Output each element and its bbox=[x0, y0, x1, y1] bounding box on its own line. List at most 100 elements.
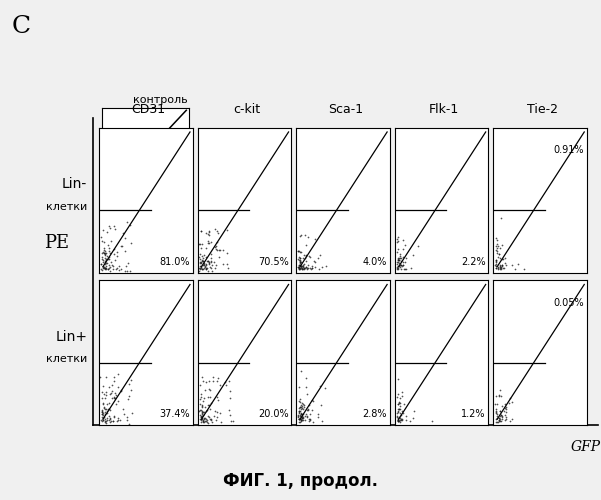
Point bbox=[297, 404, 307, 412]
Point bbox=[198, 416, 207, 424]
Point bbox=[200, 252, 209, 260]
Point bbox=[197, 263, 206, 271]
Point bbox=[394, 405, 404, 413]
Point bbox=[299, 402, 309, 409]
Point bbox=[296, 254, 305, 262]
Point bbox=[198, 418, 207, 426]
Point bbox=[206, 258, 216, 266]
Point bbox=[296, 408, 306, 416]
Point bbox=[197, 414, 206, 422]
Text: CD31: CD31 bbox=[132, 103, 165, 116]
Point bbox=[198, 265, 208, 273]
Point bbox=[102, 408, 112, 416]
Point bbox=[105, 416, 115, 424]
Point bbox=[126, 238, 136, 246]
Point bbox=[197, 252, 207, 260]
Point bbox=[205, 414, 215, 422]
Point bbox=[108, 381, 117, 389]
Text: 37.4%: 37.4% bbox=[159, 409, 190, 419]
Point bbox=[126, 376, 136, 384]
Point bbox=[196, 416, 206, 424]
Point bbox=[124, 420, 134, 428]
Point bbox=[394, 259, 403, 267]
Point bbox=[204, 377, 214, 385]
Point bbox=[103, 188, 112, 196]
Point bbox=[103, 185, 112, 193]
Point bbox=[198, 376, 207, 384]
Point bbox=[102, 400, 112, 408]
Point bbox=[104, 400, 114, 407]
Point bbox=[214, 253, 224, 261]
Point bbox=[296, 410, 306, 418]
Point bbox=[400, 258, 410, 266]
Point bbox=[295, 264, 305, 272]
Text: Lin-: Lin- bbox=[62, 177, 87, 191]
Text: Sca-1: Sca-1 bbox=[328, 103, 363, 116]
Point bbox=[216, 408, 225, 416]
Point bbox=[502, 404, 511, 411]
Point bbox=[100, 417, 109, 425]
Point bbox=[126, 221, 135, 229]
Point bbox=[293, 412, 303, 420]
Point bbox=[299, 261, 308, 269]
Point bbox=[106, 224, 115, 232]
Point bbox=[195, 394, 204, 402]
Point bbox=[97, 407, 106, 415]
Point bbox=[395, 398, 404, 406]
Point bbox=[297, 416, 307, 424]
Point bbox=[296, 231, 306, 239]
Point bbox=[392, 234, 402, 242]
Point bbox=[208, 373, 218, 381]
Point bbox=[221, 381, 231, 389]
Point bbox=[302, 412, 312, 420]
Point bbox=[296, 416, 306, 424]
Point bbox=[497, 415, 507, 423]
Point bbox=[299, 264, 309, 272]
Point bbox=[195, 264, 205, 272]
Point bbox=[107, 388, 117, 396]
Point bbox=[507, 398, 516, 406]
Point bbox=[301, 241, 311, 249]
Point bbox=[100, 187, 109, 195]
Point bbox=[97, 253, 106, 261]
Text: GFP: GFP bbox=[571, 440, 601, 454]
Point bbox=[100, 194, 109, 202]
Point bbox=[497, 255, 507, 263]
Point bbox=[491, 246, 501, 254]
Point bbox=[102, 416, 112, 424]
Point bbox=[111, 391, 121, 399]
Point bbox=[491, 404, 501, 412]
Point bbox=[396, 261, 406, 269]
Point bbox=[109, 245, 119, 253]
Point bbox=[99, 190, 109, 198]
Point bbox=[293, 411, 303, 419]
Point bbox=[98, 263, 108, 271]
Point bbox=[198, 410, 207, 418]
Point bbox=[99, 264, 109, 272]
Point bbox=[106, 194, 116, 202]
Point bbox=[496, 265, 505, 273]
Point bbox=[297, 266, 307, 274]
Point bbox=[96, 233, 106, 241]
Point bbox=[303, 406, 313, 414]
Point bbox=[300, 264, 310, 272]
Point bbox=[112, 264, 121, 272]
Point bbox=[105, 192, 115, 200]
Point bbox=[296, 248, 306, 256]
Point bbox=[297, 414, 307, 422]
Point bbox=[207, 266, 216, 274]
Point bbox=[99, 404, 108, 411]
Point bbox=[106, 418, 116, 426]
Point bbox=[195, 250, 205, 258]
Text: 1.2%: 1.2% bbox=[461, 409, 486, 419]
Point bbox=[298, 263, 308, 271]
Point bbox=[111, 389, 120, 397]
Point bbox=[395, 262, 405, 270]
Point bbox=[200, 414, 209, 422]
Point bbox=[197, 256, 207, 264]
Point bbox=[103, 254, 113, 262]
Point bbox=[100, 251, 110, 259]
Point bbox=[210, 226, 219, 234]
Text: Tie-2: Tie-2 bbox=[527, 103, 558, 116]
Point bbox=[496, 402, 506, 410]
